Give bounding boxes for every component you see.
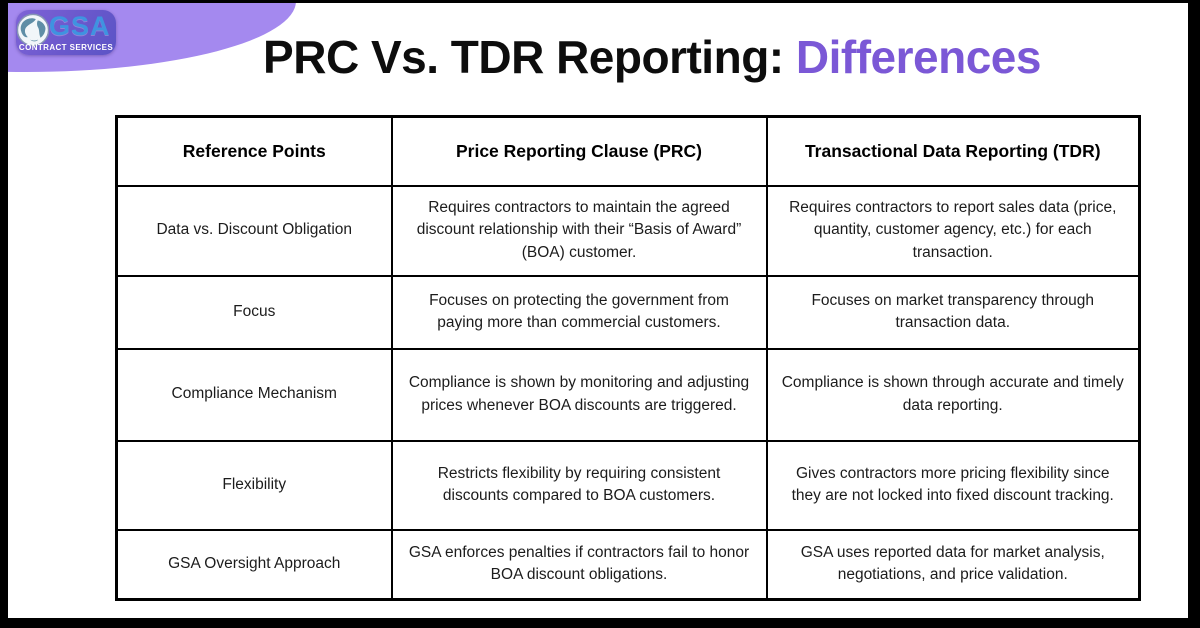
header-reference-points: Reference Points [115,115,393,187]
comparison-table: Reference Points Price Reporting Clause … [115,115,1141,601]
row-label: GSA Oversight Approach [115,528,393,601]
globe-icon [16,13,50,47]
header-row: Reference Points Price Reporting Clause … [115,115,1141,187]
row-label: Compliance Mechanism [115,347,393,442]
tdr-cell: GSA uses reported data for market analys… [765,528,1141,601]
tdr-cell: Gives contractors more pricing flexibili… [765,439,1141,531]
prc-cell: Requires contractors to maintain the agr… [390,184,768,277]
page-title-main: PRC Vs. TDR Reporting: [263,31,784,83]
tdr-cell: Requires contractors to report sales dat… [765,184,1141,277]
row-label: Flexibility [115,439,393,531]
prc-cell: Compliance is shown by monitoring and ad… [390,347,768,442]
table-row: Compliance Mechanism Compliance is shown… [115,347,1141,442]
header-tdr: Transactional Data Reporting (TDR) [765,115,1141,187]
logo-subtitle: CONTRACT SERVICES [18,43,114,52]
row-label: Data vs. Discount Obligation [115,184,393,277]
table-row: Flexibility Restricts flexibility by req… [115,439,1141,531]
row-label: Focus [115,274,393,350]
page-title-accent: Differences [795,31,1042,83]
table-row: Data vs. Discount Obligation Requires co… [115,184,1141,277]
page-title: PRC Vs. TDR Reporting: Differences [8,30,1188,84]
comparison-table-container: Reference Points Price Reporting Clause … [115,115,1141,601]
tdr-cell: Focuses on market transparency through t… [765,274,1141,350]
prc-cell: Restricts flexibility by requiring consi… [390,439,768,531]
header-prc: Price Reporting Clause (PRC) [390,115,768,187]
gsa-logo: GSA CONTRACT SERVICES [16,10,116,55]
logo-acronym: GSA [49,11,111,41]
table-row: GSA Oversight Approach GSA enforces pena… [115,528,1141,601]
table-row: Focus Focuses on protecting the governme… [115,274,1141,350]
tdr-cell: Compliance is shown through accurate and… [765,347,1141,442]
prc-cell: Focuses on protecting the government fro… [390,274,768,350]
prc-cell: GSA enforces penalties if contractors fa… [390,528,768,601]
slide-canvas: GSA CONTRACT SERVICES PRC Vs. TDR Report… [8,3,1188,618]
